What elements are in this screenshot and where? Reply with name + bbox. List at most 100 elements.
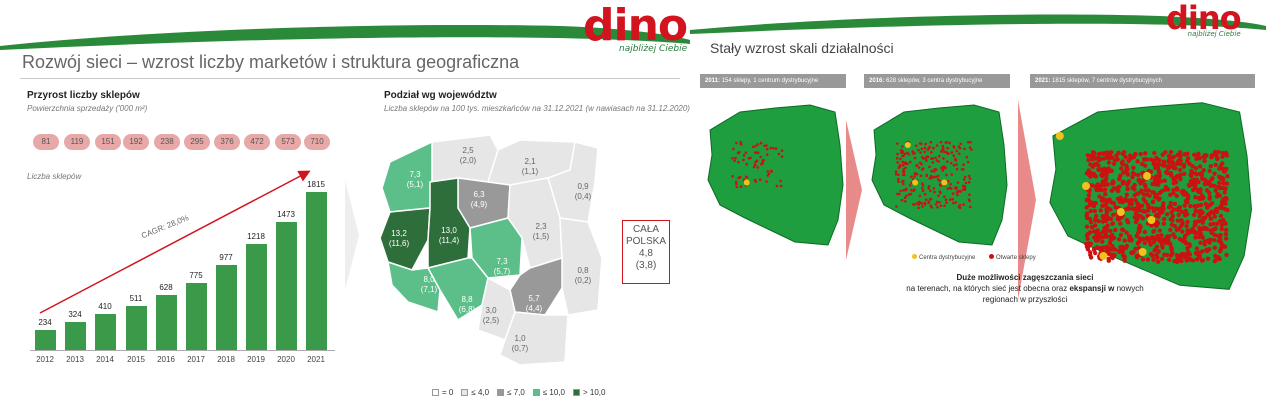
- store-dot: [1182, 171, 1187, 176]
- store-dot: [969, 205, 972, 209]
- store-dot: [1105, 155, 1110, 160]
- store-dot: [936, 206, 939, 209]
- store-dot: [1166, 164, 1171, 169]
- chart-baseline: [30, 350, 335, 351]
- slide-title: Rozwój sieci – wzrost liczby marketów i …: [22, 52, 520, 72]
- x-tick-label: 2019: [247, 355, 265, 364]
- total-line4: (3,8): [635, 260, 657, 271]
- store-dot: [1132, 215, 1137, 220]
- store-dot: [1188, 179, 1193, 184]
- store-dot: [1156, 182, 1161, 187]
- store-dot: [1168, 217, 1173, 222]
- store-dot: [949, 187, 953, 190]
- store-dot: [897, 173, 900, 177]
- store-dot: [898, 192, 901, 196]
- store-dot: [897, 180, 900, 183]
- store-dot: [1193, 204, 1198, 209]
- store-dot: [1222, 190, 1227, 195]
- slide-scale-growth: dino najbliżej Ciebie Stały wzrost skali…: [690, 0, 1266, 410]
- store-dot: [1099, 188, 1104, 193]
- store-dot: [1105, 223, 1110, 228]
- store-dot: [1092, 208, 1097, 214]
- store-dot: [942, 166, 946, 170]
- store-dot: [1149, 223, 1154, 228]
- store-dot: [1161, 201, 1166, 206]
- store-dot: [742, 158, 745, 162]
- store-dot: [745, 162, 748, 166]
- store-dot: [1178, 224, 1183, 229]
- store-dot: [1098, 208, 1103, 213]
- region-dolnoslaskie: [387, 260, 441, 314]
- store-dot: [1172, 201, 1178, 207]
- store-dot: [1184, 223, 1189, 229]
- store-dot: [1221, 186, 1226, 191]
- voivodeship-value: 5,7: [528, 294, 540, 303]
- store-dot: [924, 142, 927, 146]
- store-dot: [1093, 238, 1099, 243]
- store-dot: [1223, 231, 1229, 237]
- store-dot: [1173, 166, 1178, 171]
- bar-value-label: 511: [129, 294, 143, 303]
- legend-label: ≤ 10,0: [542, 388, 565, 397]
- store-dot: [1118, 232, 1124, 238]
- store-dot: [1093, 218, 1098, 223]
- caption-year: 2011:: [705, 78, 721, 84]
- store-dot: [1085, 236, 1090, 241]
- store-dot: [1212, 183, 1217, 189]
- store-dot: [1219, 226, 1224, 232]
- store-dot: [925, 173, 929, 177]
- store-dot: [959, 142, 962, 146]
- store-dot: [902, 167, 906, 171]
- store-dot: [1208, 164, 1213, 169]
- store-dot: [1217, 249, 1223, 254]
- store-dot: [1184, 212, 1190, 217]
- store-dot: [737, 176, 740, 180]
- store-dot: [737, 150, 741, 154]
- store-dot: [917, 166, 921, 169]
- store-dot: [1117, 176, 1122, 182]
- store-dot: [1169, 173, 1174, 178]
- store-dot: [1193, 171, 1198, 176]
- store-dot: [1154, 252, 1159, 258]
- store-dot: [1202, 154, 1207, 160]
- voivodeship-prev-value: (11,4): [438, 236, 460, 245]
- store-dot: [1194, 246, 1200, 251]
- voivodeship-label: 8,8 (6,8): [450, 295, 484, 315]
- store-dot: [1171, 180, 1176, 186]
- store-dot: [1085, 232, 1091, 237]
- store-dot: [1109, 188, 1115, 193]
- store-dot: [926, 155, 930, 159]
- store-dot: [896, 152, 899, 156]
- store-dot: [1191, 212, 1197, 218]
- x-tick-label: 2016: [157, 355, 175, 364]
- map-2016: [871, 104, 1008, 246]
- voivodeship-value: 8,0: [423, 275, 435, 284]
- store-dot: [968, 177, 972, 180]
- store-dot: [734, 180, 738, 184]
- store-dot: [1103, 198, 1108, 203]
- store-dot: [1181, 162, 1186, 167]
- store-dot: [1203, 201, 1208, 207]
- voivodeship-label: 13,0 (11,4): [432, 226, 466, 246]
- voivodeship-prev-value: (6,8): [458, 305, 476, 314]
- store-dot: [1096, 218, 1101, 224]
- store-dot: [1097, 194, 1102, 199]
- legend-swatch: [532, 389, 540, 396]
- store-dot: [1183, 240, 1189, 245]
- store-dot: [1157, 228, 1162, 233]
- store-dot: [914, 144, 918, 148]
- store-dot: [1169, 247, 1174, 252]
- store-dot: [1217, 205, 1223, 210]
- voivodeship-prev-value: (7,1): [420, 285, 438, 294]
- store-dot: [938, 179, 941, 183]
- store-dot: [1172, 224, 1178, 229]
- store-dot: [1192, 152, 1197, 157]
- store-dot: [1104, 244, 1109, 250]
- store-dot: [930, 157, 933, 160]
- store-dot: [896, 192, 899, 196]
- store-dot: [1136, 202, 1141, 208]
- store-dot: [1093, 250, 1098, 256]
- store-dot: [937, 160, 940, 163]
- store-dot: [1218, 163, 1224, 169]
- store-dot: [957, 152, 961, 156]
